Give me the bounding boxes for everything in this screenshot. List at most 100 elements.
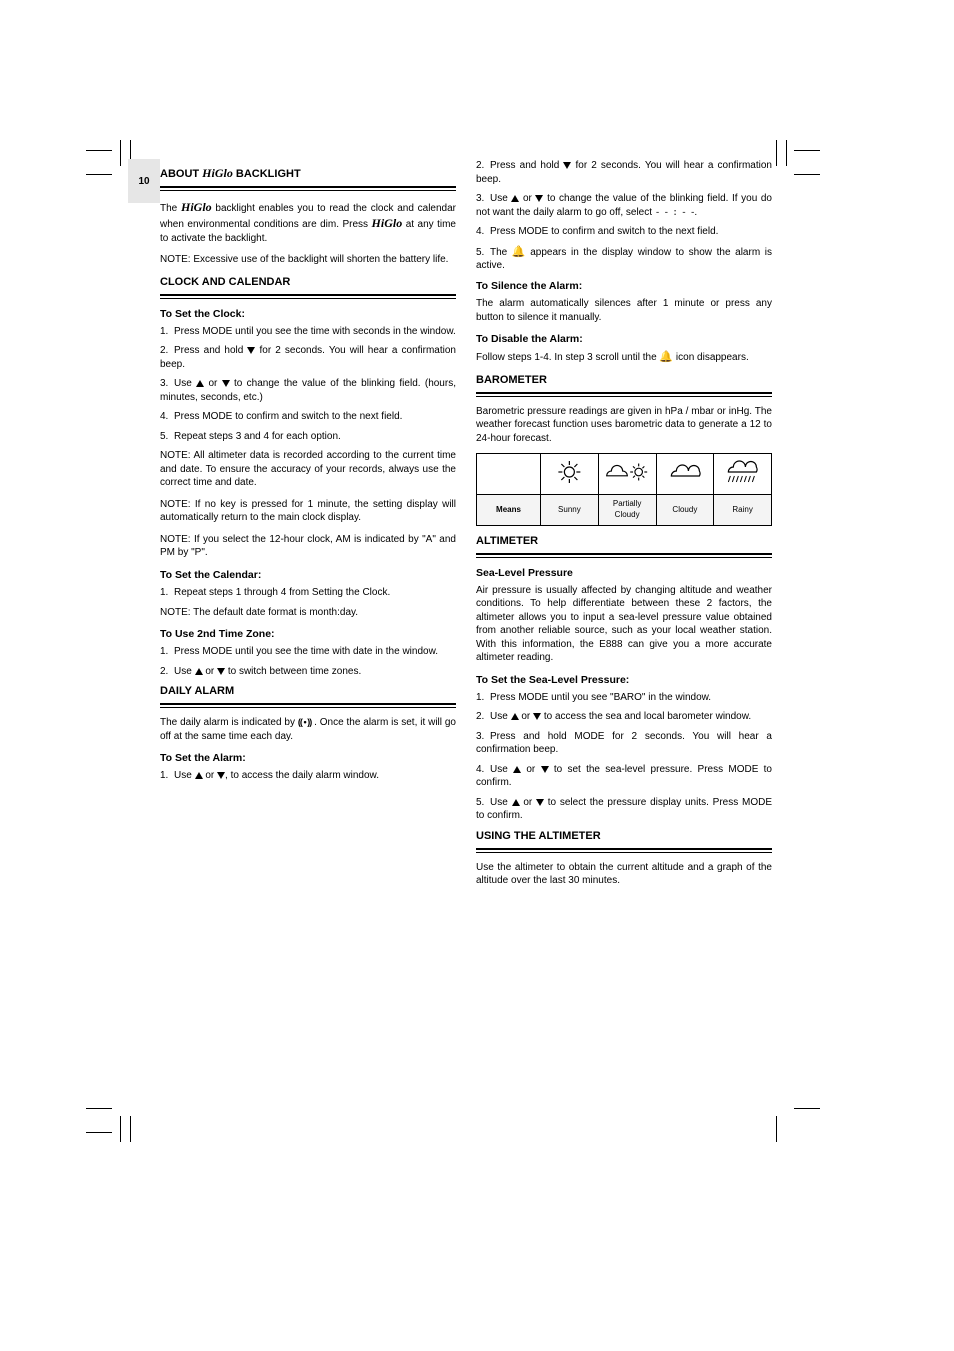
clock-step-4: 4.Press MODE to confirm and switch to th…: [160, 410, 456, 424]
sea-step-5-mid: or: [523, 797, 532, 808]
weather-cell-sunny: Sunny: [541, 495, 599, 526]
page-number: 10: [138, 176, 149, 187]
clock-step-2-before: Press and hold: [174, 345, 243, 356]
disable-text-before: Follow steps 1-4. In step 3 scroll until…: [476, 352, 657, 363]
down-icon: [536, 799, 544, 806]
section-title-higlo: ABOUT HiGlo BACKLIGHT: [160, 165, 456, 182]
higlo-title-prefix: ABOUT: [160, 168, 199, 180]
bell-icon: 🔔: [512, 245, 526, 260]
weather-cell-rainy: Rainy: [714, 495, 772, 526]
alarm-step-2: 2.Press and hold for 2 seconds. You will…: [476, 159, 772, 186]
alarm-step-4-text: Press MODE to confirm and switch to the …: [490, 226, 718, 237]
clock-step-5: 5.Repeat steps 3 and 4 for each option.: [160, 430, 456, 444]
sea-step-2-before: Use: [490, 711, 508, 722]
down-icon: [247, 347, 255, 354]
clock-note-3: NOTE: If you select the 12-hour clock, A…: [160, 533, 456, 560]
down-icon: [217, 772, 225, 779]
down-icon: [535, 195, 543, 202]
down-icon: [222, 380, 230, 387]
weather-table-header-row: [477, 454, 772, 495]
alarm-step-3-end: .: [694, 207, 697, 218]
weather-table-data-row: Means Sunny Partially Cloudy Cloudy Rain…: [477, 495, 772, 526]
cal-step-1-text: Repeat steps 1 through 4 from Setting th…: [174, 587, 390, 598]
sub-sea-level: Sea-Level Pressure: [476, 566, 772, 580]
down-icon: [533, 713, 541, 720]
clock-note-1: NOTE: All altimeter data is recorded acc…: [160, 449, 456, 490]
sub-set-calendar: To Set the Calendar:: [160, 568, 456, 582]
clock-step-4-text: Press MODE to confirm and switch to the …: [174, 411, 402, 422]
bell-icon: 🔔: [659, 350, 673, 365]
section-title-barometer: BAROMETER: [476, 373, 772, 388]
disable-text: Follow steps 1-4. In step 3 scroll until…: [476, 350, 772, 365]
sea-step-4-after: to set the sea-level pressure. Press MOD…: [476, 764, 772, 789]
alarm-intro: The daily alarm is indicated by (( • )) …: [160, 716, 456, 743]
higlo-note: NOTE: Excessive use of the backlight wil…: [160, 253, 456, 267]
sub-2nd-timezone: To Use 2nd Time Zone:: [160, 627, 456, 641]
up-icon: [511, 713, 519, 720]
alarm-step-1-before: Use: [174, 770, 192, 781]
weather-cell-partly: Partially Cloudy: [598, 495, 656, 526]
cal-step-1: 1.Repeat steps 1 through 4 from Setting …: [160, 586, 456, 600]
right-column: 2.Press and hold for 2 seconds. You will…: [476, 159, 772, 896]
tz-step-2-mid: or: [205, 666, 214, 677]
page-language-tab: 10: [128, 159, 160, 203]
tz-step-1-text: Press MODE until you see the time with d…: [174, 646, 438, 657]
up-icon: [512, 799, 520, 806]
down-icon: [563, 162, 571, 169]
weather-icon-rainy: [714, 454, 772, 495]
higlo-paragraph-1: The HiGlo backlight enables you to read …: [160, 199, 456, 246]
weather-forecast-table: Means Sunny Partially Cloudy Cloudy Rain…: [476, 453, 772, 525]
alarm-step-1: 1.Use or , to access the daily alarm win…: [160, 769, 456, 783]
alarm-step-3: 3.Use or to change the value of the blin…: [476, 192, 772, 219]
cal-note: NOTE: The default date format is month:d…: [160, 606, 456, 620]
up-icon: [196, 380, 204, 387]
up-icon: [195, 668, 203, 675]
clock-step-2: 2.Press and hold for 2 seconds. You will…: [160, 344, 456, 371]
clock-step-1-text: Press MODE until you see the time with s…: [174, 326, 456, 337]
clock-step-3-after: to change the value of the blinking fiel…: [160, 378, 456, 403]
sub-silence-alarm: To Silence the Alarm:: [476, 279, 772, 293]
weather-icon-partly: [598, 454, 656, 495]
sea-step-2: 2.Use or to access the sea and local bar…: [476, 710, 772, 724]
tz-step-2-after: to switch between time zones.: [228, 666, 361, 677]
alarm-symbol-icon: (( • )): [298, 717, 311, 727]
tz-step-1: 1.Press MODE until you see the time with…: [160, 645, 456, 659]
sub-set-alarm: To Set the Alarm:: [160, 751, 456, 765]
sea-step-4-mid: or: [526, 764, 535, 775]
alarm-step-3-after: to change the value of the blinking fiel…: [476, 193, 772, 218]
sea-step-1: 1.Press MODE until you see "BARO" in the…: [476, 691, 772, 705]
sea-step-5-before: Use: [490, 797, 508, 808]
sub-disable-alarm: To Disable the Alarm:: [476, 332, 772, 346]
clock-step-5-text: Repeat steps 3 and 4 for each option.: [174, 431, 341, 442]
sea-step-4-before: Use: [490, 764, 508, 775]
alarm-step-5-before: The: [490, 247, 507, 258]
down-icon: [217, 668, 225, 675]
weather-row-label: Means: [477, 495, 541, 526]
sea-step-4: 4.Use or to set the sea-level pressure. …: [476, 763, 772, 790]
alarm-step-2-before: Press and hold: [490, 160, 559, 171]
sub-set-clock: To Set the Clock:: [160, 307, 456, 321]
using-altimeter-text: Use the altimeter to obtain the current …: [476, 861, 772, 888]
higlo-p1-before: The: [160, 203, 177, 214]
sea-step-3-text: Press and hold MODE for 2 seconds. You w…: [476, 731, 772, 756]
weather-header-blank: [477, 454, 541, 495]
sea-step-2-after: to access the sea and local barometer wi…: [544, 711, 751, 722]
higlo-brand-inline-2: HiGlo: [372, 216, 403, 230]
section-title-alarm: DAILY ALARM: [160, 684, 456, 699]
section-title-altimeter: ALTIMETER: [476, 534, 772, 549]
tz-step-2: 2.Use or to switch between time zones.: [160, 665, 456, 679]
alarm-step-4: 4.Press MODE to confirm and switch to th…: [476, 225, 772, 239]
clock-step-3: 3.Use or to change the value of the blin…: [160, 377, 456, 404]
sea-step-2-mid: or: [521, 711, 530, 722]
up-icon: [513, 766, 521, 773]
clock-step-3-mid: or: [208, 378, 217, 389]
higlo-brand: HiGlo: [202, 166, 233, 180]
alarm-step-5: 5.The 🔔 appears in the display window to…: [476, 245, 772, 273]
alarm-step-3-before: Use: [490, 193, 508, 204]
sea-level-text: Air pressure is usually affected by chan…: [476, 584, 772, 665]
alarm-step-3-mid: or: [523, 193, 532, 204]
tz-step-2-before: Use: [174, 666, 192, 677]
dash-time-icon: - - : - -: [655, 208, 695, 218]
sub-set-sea-level: To Set the Sea-Level Pressure:: [476, 673, 772, 687]
weather-cell-cloudy: Cloudy: [656, 495, 714, 526]
